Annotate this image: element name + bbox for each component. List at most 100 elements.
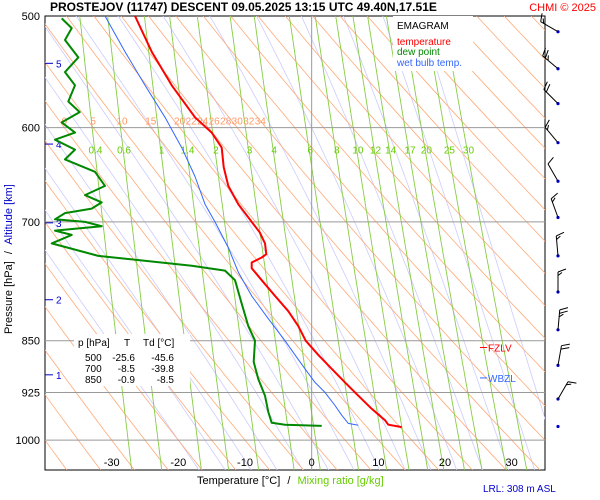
wind-barb [555,231,565,258]
temperature-tick-label: -30 [104,457,120,469]
fzlv-marker: FZLV [480,343,512,354]
temperature-tick-label: -20 [170,457,186,469]
dry-adiabat-line [45,263,203,470]
chart-title: PROSTEJOV (11747) DESCENT 09.05.2025 13:… [50,0,437,14]
wind-barb [556,268,567,294]
dry-adiabat-line [45,100,338,470]
mixing-ratio-label: 10 [352,145,364,156]
dry-adiabat-line [45,393,101,470]
mixing-ratio-label: 12 [370,145,382,156]
mixing-ratio-label: 1 [159,145,165,156]
moist-adiabat-line [45,76,304,470]
mixing-ratio-line [107,16,163,470]
dry-adiabat-label: 28 [220,117,232,128]
legend-wet-bulb: wet bulb temp. [396,58,462,69]
dry-adiabat-label: 24 [197,117,209,128]
x-axis-label-mixing: Mixing ratio [g/kg] [297,475,383,487]
altitude-tick-label: 4 [56,140,62,151]
temperature-tick-label: 30 [506,457,518,469]
table-cell: -8.5 [118,364,136,375]
dry-adiabat-line [45,180,270,470]
dew-point-line [50,17,322,427]
wind-barb [556,381,577,401]
dry-adiabat-line [45,349,135,470]
pressure-tick-labels: 500 600 700 850 925 1000 [16,11,40,447]
mixing-ratio-label: 25 [444,145,456,156]
temperature-tick-label: -10 [237,457,253,469]
pressure-tick-label: 600 [22,123,40,135]
legend-title: EMAGRAM [397,21,449,32]
y-axis-label-altitude: Altitude [km] [3,184,15,245]
dry-adiabat-label: 10 [116,117,128,128]
mixing-ratio-line [401,16,483,470]
dry-adiabat-line [257,16,545,339]
legend-temperature: temperature [397,37,451,48]
wbzl-marker: WBZL [480,374,516,385]
moist-adiabat-line [45,167,252,470]
mixing-ratio-line [385,16,465,470]
mixing-ratio-line [79,16,133,470]
moist-adiabat-line [256,16,458,470]
table-cell: -39.8 [151,364,174,375]
dry-adiabat-line [45,139,304,470]
moist-adiabat-line [117,16,381,470]
temperature-tick-label: 0 [309,457,315,469]
table-cell: 850 [85,375,102,386]
wind-barb [556,307,569,332]
mixing-ratio-line [288,16,359,470]
mixing-ratio-labels: 0.4 0.6 1 1.4 2 3 4 6 8 10 12 14 17 20 25 30 [89,145,475,156]
pressure-tick-label: 500 [22,11,40,23]
mixing-ratio-label: 30 [463,145,475,156]
table-cell: -45.6 [151,353,174,364]
altitude-ticks: 1 2 3 4 5 [45,59,62,382]
moist-adiabat-line [45,249,200,470]
temperature-tick-label: 10 [372,457,384,469]
moist-adiabat-line [45,25,329,470]
table-header-t: T [124,338,130,349]
dry-adiabat-label: 26 [209,117,221,128]
dry-adiabat-label: 15 [145,117,157,128]
values-table: p [hPa] T Td [°C] 500 -25.6 -45.6 700 -8… [74,334,190,386]
table-cell: 700 [85,364,102,375]
wind-barb [544,119,560,145]
y-axis-label-separator: / [3,250,15,254]
dry-adiabat-line [230,16,545,373]
dry-adiabat-line [421,16,545,149]
table-cell: -0.9 [118,375,136,386]
wind-barbs [540,13,577,429]
table-cell: -25.6 [112,353,135,364]
wbzl-label: WBZL [488,374,516,385]
dry-adiabat-label: 30 [232,117,244,128]
mixing-ratio-label: 6 [307,145,313,156]
mixing-ratio-label: 14 [385,145,397,156]
wind-barb [543,81,560,106]
mixing-ratio-line [143,16,202,470]
mixing-ratio-line [367,16,445,470]
altitude-tick-label: 3 [56,219,62,230]
moist-adiabat-line [300,16,484,470]
copyright-text: CHMI © 2025 [529,2,596,14]
dry-adiabat-labels: 0 5 10 15 20 22 24 26 28 30 32 34 [62,117,267,128]
wind-barb [556,424,560,429]
altitude-tick-label: 5 [56,59,62,70]
y-axis-label: Pressure [hPa] / Altitude [km] [3,184,15,334]
dry-adiabat-line [45,61,372,470]
moist-adiabat-line [209,16,432,470]
mixing-ratio-line [196,16,260,470]
dry-adiabat-label: 34 [255,117,267,128]
temperature-tick-label: 20 [439,457,451,469]
fzlv-label: FZLV [488,343,512,354]
dry-adiabat-line [93,16,473,470]
mixing-ratio-label: 8 [334,145,340,156]
pressure-tick-label: 700 [22,217,40,229]
dry-adiabat-line [339,16,545,242]
dry-adiabat-line [175,16,545,441]
temperature-line [134,16,402,429]
dry-adiabat-label: 32 [243,117,255,128]
dry-adiabat-line [312,16,545,274]
dry-adiabat-line [367,16,545,211]
mixing-ratio-label: 2 [213,145,219,156]
altitude-tick-label: 1 [56,371,62,382]
wind-barb [540,13,560,34]
